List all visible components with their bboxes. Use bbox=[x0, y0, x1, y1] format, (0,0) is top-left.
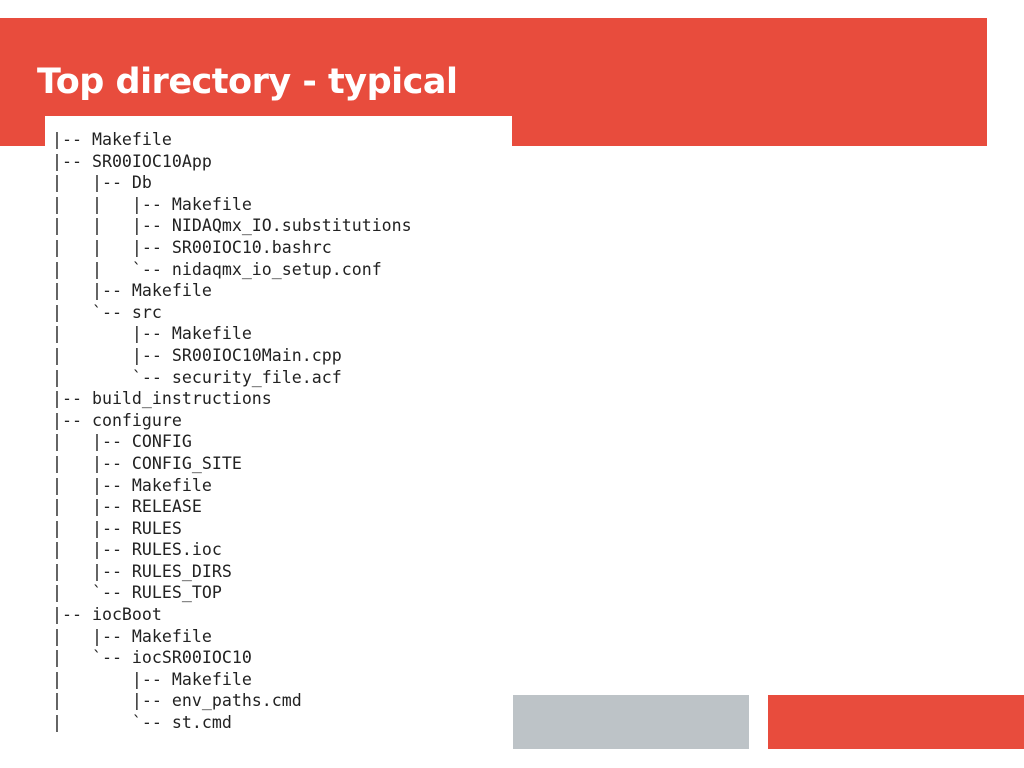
tree-line: | |-- Db bbox=[52, 173, 152, 193]
tree-line: | | |-- Makefile bbox=[52, 194, 252, 214]
tree-line: | |-- Makefile bbox=[52, 281, 212, 301]
tree-line: | |-- Makefile bbox=[52, 475, 212, 495]
tree-line: | |-- Makefile bbox=[52, 626, 212, 646]
red-block bbox=[768, 695, 1024, 749]
tree-line: | `-- src bbox=[52, 302, 162, 322]
tree-line: | |-- RULES bbox=[52, 518, 182, 538]
tree-line: | `-- iocSR00IOC10 bbox=[52, 648, 252, 668]
tree-line: | | |-- NIDAQmx_IO.substitutions bbox=[52, 216, 412, 236]
tree-line: | |-- Makefile bbox=[52, 324, 252, 344]
tree-line: | |-- CONFIG bbox=[52, 432, 192, 452]
tree-line: | `-- RULES_TOP bbox=[52, 583, 222, 603]
slide-title: Top directory - typical bbox=[37, 62, 458, 102]
grey-block bbox=[513, 695, 749, 749]
tree-line: | | `-- nidaqmx_io_setup.conf bbox=[52, 259, 382, 279]
tree-line: |-- iocBoot bbox=[52, 605, 162, 625]
tree-line: |-- Makefile bbox=[52, 130, 172, 149]
tree-line: | |-- env_paths.cmd bbox=[52, 691, 302, 711]
tree-panel bbox=[45, 116, 512, 742]
tree-line: | |-- RELEASE bbox=[52, 497, 202, 517]
tree-line: | `-- security_file.acf bbox=[52, 367, 342, 387]
tree-line: | |-- CONFIG_SITE bbox=[52, 453, 242, 473]
tree-line: | |-- SR00IOC10Main.cpp bbox=[52, 345, 342, 365]
tree-line: |-- configure bbox=[52, 410, 182, 430]
tree-line: |-- SR00IOC10App bbox=[52, 151, 212, 171]
tree-line: | `-- st.cmd bbox=[52, 713, 232, 733]
tree-line: |-- build_instructions bbox=[52, 389, 272, 409]
tree-line: | |-- RULES_DIRS bbox=[52, 561, 232, 581]
tree-line: | |-- Makefile bbox=[52, 669, 252, 689]
tree-line: | | |-- SR00IOC10.bashrc bbox=[52, 237, 332, 257]
directory-tree: |-- Makefile |-- SR00IOC10App | |-- Db | | … bbox=[52, 129, 412, 734]
tree-line: | |-- RULES.ioc bbox=[52, 540, 222, 560]
